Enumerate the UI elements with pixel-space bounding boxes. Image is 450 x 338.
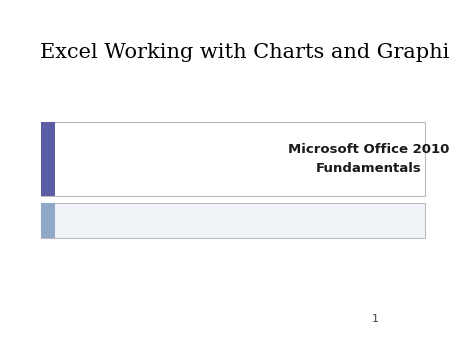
Text: Microsoft Office 2010
Fundamentals: Microsoft Office 2010 Fundamentals — [288, 143, 450, 175]
Bar — [40, 122, 55, 196]
Text: 1: 1 — [372, 314, 379, 324]
Text: Excel Working with Charts and Graphics: Excel Working with Charts and Graphics — [40, 43, 450, 62]
Bar — [40, 203, 425, 238]
Bar — [40, 203, 55, 238]
Bar — [40, 122, 425, 196]
